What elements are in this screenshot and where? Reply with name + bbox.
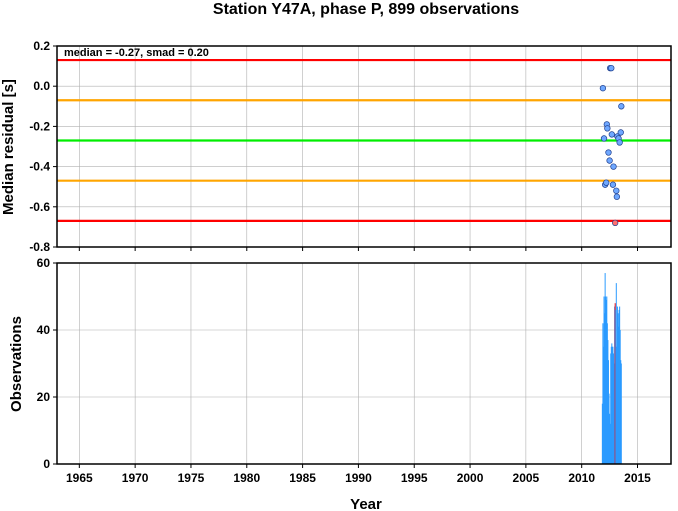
- observation-bar: [619, 330, 621, 464]
- observation-bar: [608, 393, 610, 464]
- x-tick-label: 1965: [66, 471, 93, 485]
- highlight-bar: [614, 303, 616, 464]
- observation-bar: [616, 346, 618, 464]
- data-point: [606, 157, 613, 164]
- data-point: [603, 179, 610, 186]
- data-point: [613, 193, 621, 200]
- top-y-axis-label: Median residual [s]: [0, 79, 17, 215]
- observation-bar: [613, 353, 615, 464]
- data-point: [609, 181, 617, 188]
- x-tick-label: 2000: [457, 471, 484, 485]
- x-tick-label: 2005: [513, 471, 540, 485]
- observation-bar: [619, 306, 621, 464]
- y-tick-label: -0.6: [29, 200, 50, 214]
- x-tick-label: 1985: [289, 471, 316, 485]
- x-tick-label: 1975: [178, 471, 205, 485]
- residual-points: [599, 64, 625, 227]
- data-point: [616, 139, 623, 146]
- top-plot-grid: [57, 45, 671, 248]
- data-point: [617, 129, 624, 136]
- data-point: [608, 131, 615, 138]
- observation-bar: [605, 299, 607, 464]
- observation-bar: [603, 296, 605, 464]
- observation-bar: [611, 346, 613, 464]
- observation-bar: [607, 360, 609, 464]
- observation-bar: [604, 273, 606, 464]
- observation-bar: [614, 306, 616, 464]
- y-tick-label: 0.0: [33, 79, 50, 93]
- stats-annotation: median = -0.27, smad = 0.20: [64, 47, 209, 59]
- observation-bar: [615, 309, 617, 464]
- observation-bar: [615, 283, 617, 464]
- observation-bar: [618, 326, 620, 464]
- observation-bar: [607, 340, 609, 464]
- data-point: [600, 135, 608, 142]
- observation-bar: [609, 423, 611, 464]
- observation-bar: [610, 346, 612, 464]
- observation-bar: [613, 363, 615, 464]
- observation-bar: [620, 363, 622, 464]
- y-tick-label: -0.8: [29, 240, 50, 254]
- x-tick-label: 1980: [233, 471, 260, 485]
- observation-bar: [606, 323, 608, 464]
- top-y-ticks: 0.2 0.0 -0.2 -0.4 -0.6 -0.8: [29, 39, 57, 254]
- y-tick-label: 60: [37, 256, 51, 270]
- bottom-y-ticks: 0 20 40 60: [37, 256, 57, 471]
- y-tick-label: -0.2: [29, 119, 50, 133]
- observation-bar: [610, 353, 612, 464]
- observation-bar: [606, 296, 608, 464]
- x-tick-label: 1990: [345, 471, 372, 485]
- y-tick-label: 20: [37, 390, 51, 404]
- observation-bar: [604, 313, 606, 464]
- data-point: [613, 187, 620, 194]
- bottom-plot-grid: [57, 262, 671, 465]
- data-point: [608, 64, 615, 72]
- x-tick-label: 2010: [568, 471, 595, 485]
- x-tick-label: 1970: [122, 471, 149, 485]
- x-tick-label: 1995: [401, 471, 428, 485]
- data-point: [612, 219, 619, 227]
- observation-bar: [611, 343, 613, 464]
- y-tick-label: 0: [43, 457, 50, 471]
- top-plot-frame: [56, 45, 672, 248]
- observation-bar: [616, 306, 618, 464]
- observation-bar: [620, 360, 622, 464]
- y-tick-label: 0.2: [33, 39, 50, 53]
- observation-bar: [605, 296, 607, 464]
- x-ticks: 1965 1970 1975 1980 1985 1990 1995 2000 2005 2010…: [66, 247, 651, 485]
- data-point: [610, 163, 617, 170]
- observation-bar: [617, 313, 619, 464]
- observation-bar: [602, 346, 604, 464]
- bottom-plot-frame: [56, 262, 672, 465]
- observation-bars: [601, 273, 622, 464]
- y-tick-label: 40: [37, 323, 51, 337]
- observation-bar: [618, 309, 620, 464]
- x-axis-label: Year: [350, 496, 382, 511]
- data-point: [604, 125, 611, 132]
- observation-bar: [609, 413, 611, 464]
- reference-lines: [57, 58, 671, 222]
- bottom-y-axis-label: Observations: [8, 316, 25, 412]
- observation-bar: [602, 323, 604, 464]
- x-tick-label: 2015: [624, 471, 651, 485]
- observation-bar: [612, 346, 614, 464]
- data-point: [618, 103, 625, 110]
- y-tick-label: -0.4: [29, 160, 50, 174]
- observation-bar: [601, 403, 603, 464]
- data-point: [599, 85, 607, 92]
- chart-title: Station Y47A, phase P, 899 observations: [213, 1, 519, 18]
- data-point: [605, 149, 612, 156]
